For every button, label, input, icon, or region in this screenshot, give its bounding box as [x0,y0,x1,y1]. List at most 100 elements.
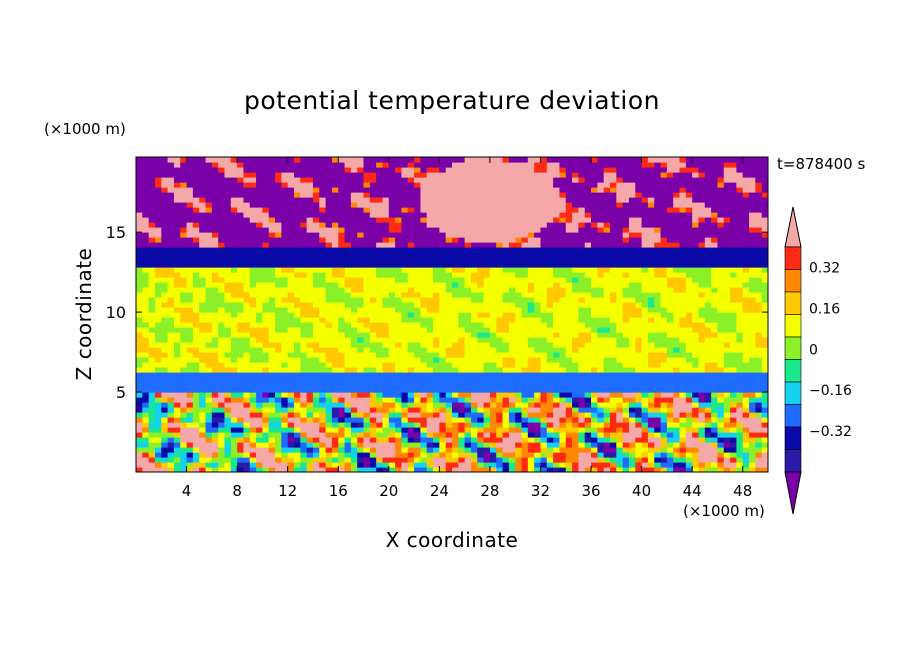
field-cell [755,332,763,338]
field-cell [692,462,700,468]
field-cell [281,452,289,458]
field-cell [698,337,706,343]
field-cell [736,467,744,472]
field-cell [173,337,181,343]
field-cell [357,312,365,318]
field-cell [357,332,365,338]
field-cell [679,457,687,463]
field-cell [218,412,226,418]
field-cell [578,357,586,363]
field-cell [237,257,245,263]
field-cell [357,372,365,378]
field-cell [180,247,188,253]
field-cell [660,252,668,258]
field-cell [452,317,459,323]
field-cell [483,227,491,233]
field-cell [597,357,605,363]
field-cell [616,287,624,293]
field-cell [237,247,245,253]
field-cell [401,462,409,468]
field-cell [287,262,295,268]
field-cell [262,302,270,308]
field-cell [546,442,554,448]
field-cell [660,462,668,468]
field-cell [211,227,219,233]
field-cell [679,412,687,418]
field-cell [502,427,510,433]
field-cell [666,347,674,353]
field-cell [350,237,358,243]
field-cell [654,362,662,368]
field-cell [628,337,636,343]
field-cell [584,397,592,403]
field-cell [237,402,245,408]
field-cell [338,402,346,408]
field-cell [445,252,453,258]
field-cell [312,272,320,278]
field-cell [268,327,276,333]
field-cell [287,302,295,308]
field-cell [717,257,725,263]
field-cell [489,327,497,333]
field-cell [673,332,681,338]
field-cell [319,322,327,328]
field-cell [414,432,421,438]
field-cell [167,312,175,318]
field-cell [755,407,763,413]
field-cell [136,287,143,293]
field-cell [591,257,598,263]
field-cell [610,367,617,373]
field-cell [439,437,447,443]
field-cell [761,452,768,458]
field-cell [376,342,384,348]
field-cell [711,357,719,363]
field-cell [338,317,346,323]
field-cell [154,417,162,423]
field-cell [635,252,643,258]
field-cell [338,267,346,273]
field-cell [540,302,548,308]
field-cell [439,327,447,333]
field-cell [584,322,592,328]
field-cell [591,267,598,273]
field-cell [154,287,162,293]
field-cell [357,442,365,448]
field-cell [275,397,282,403]
field-cell [452,447,459,453]
field-cell [414,377,421,383]
field-cell [477,337,485,343]
field-cell [616,337,624,343]
field-cell [578,267,586,273]
field-cell [306,432,314,438]
field-cell [211,382,219,388]
field-cell [559,327,567,333]
field-cell [268,437,276,443]
field-cell [237,462,245,468]
field-cell [433,332,440,338]
field-cell [243,402,251,408]
field-cell [711,297,719,303]
field-cell [306,342,314,348]
field-cell [610,292,617,298]
field-cell [281,297,289,303]
field-cell [603,362,611,368]
field-cell [578,332,586,338]
field-cell [483,312,491,318]
field-cell [597,452,605,458]
field-cell [679,252,687,258]
field-cell [224,442,232,448]
field-cell [218,332,226,338]
field-cell [154,437,162,443]
field-cell [521,342,529,348]
field-cell [395,392,403,398]
field-cell [578,402,586,408]
field-cell [154,357,162,363]
field-cell [546,372,554,378]
field-cell [673,362,681,368]
field-cell [711,452,719,458]
field-cell [616,437,624,443]
field-cell [420,277,428,283]
field-cell [395,467,403,472]
field-cell [597,407,605,413]
field-cell [584,307,592,313]
